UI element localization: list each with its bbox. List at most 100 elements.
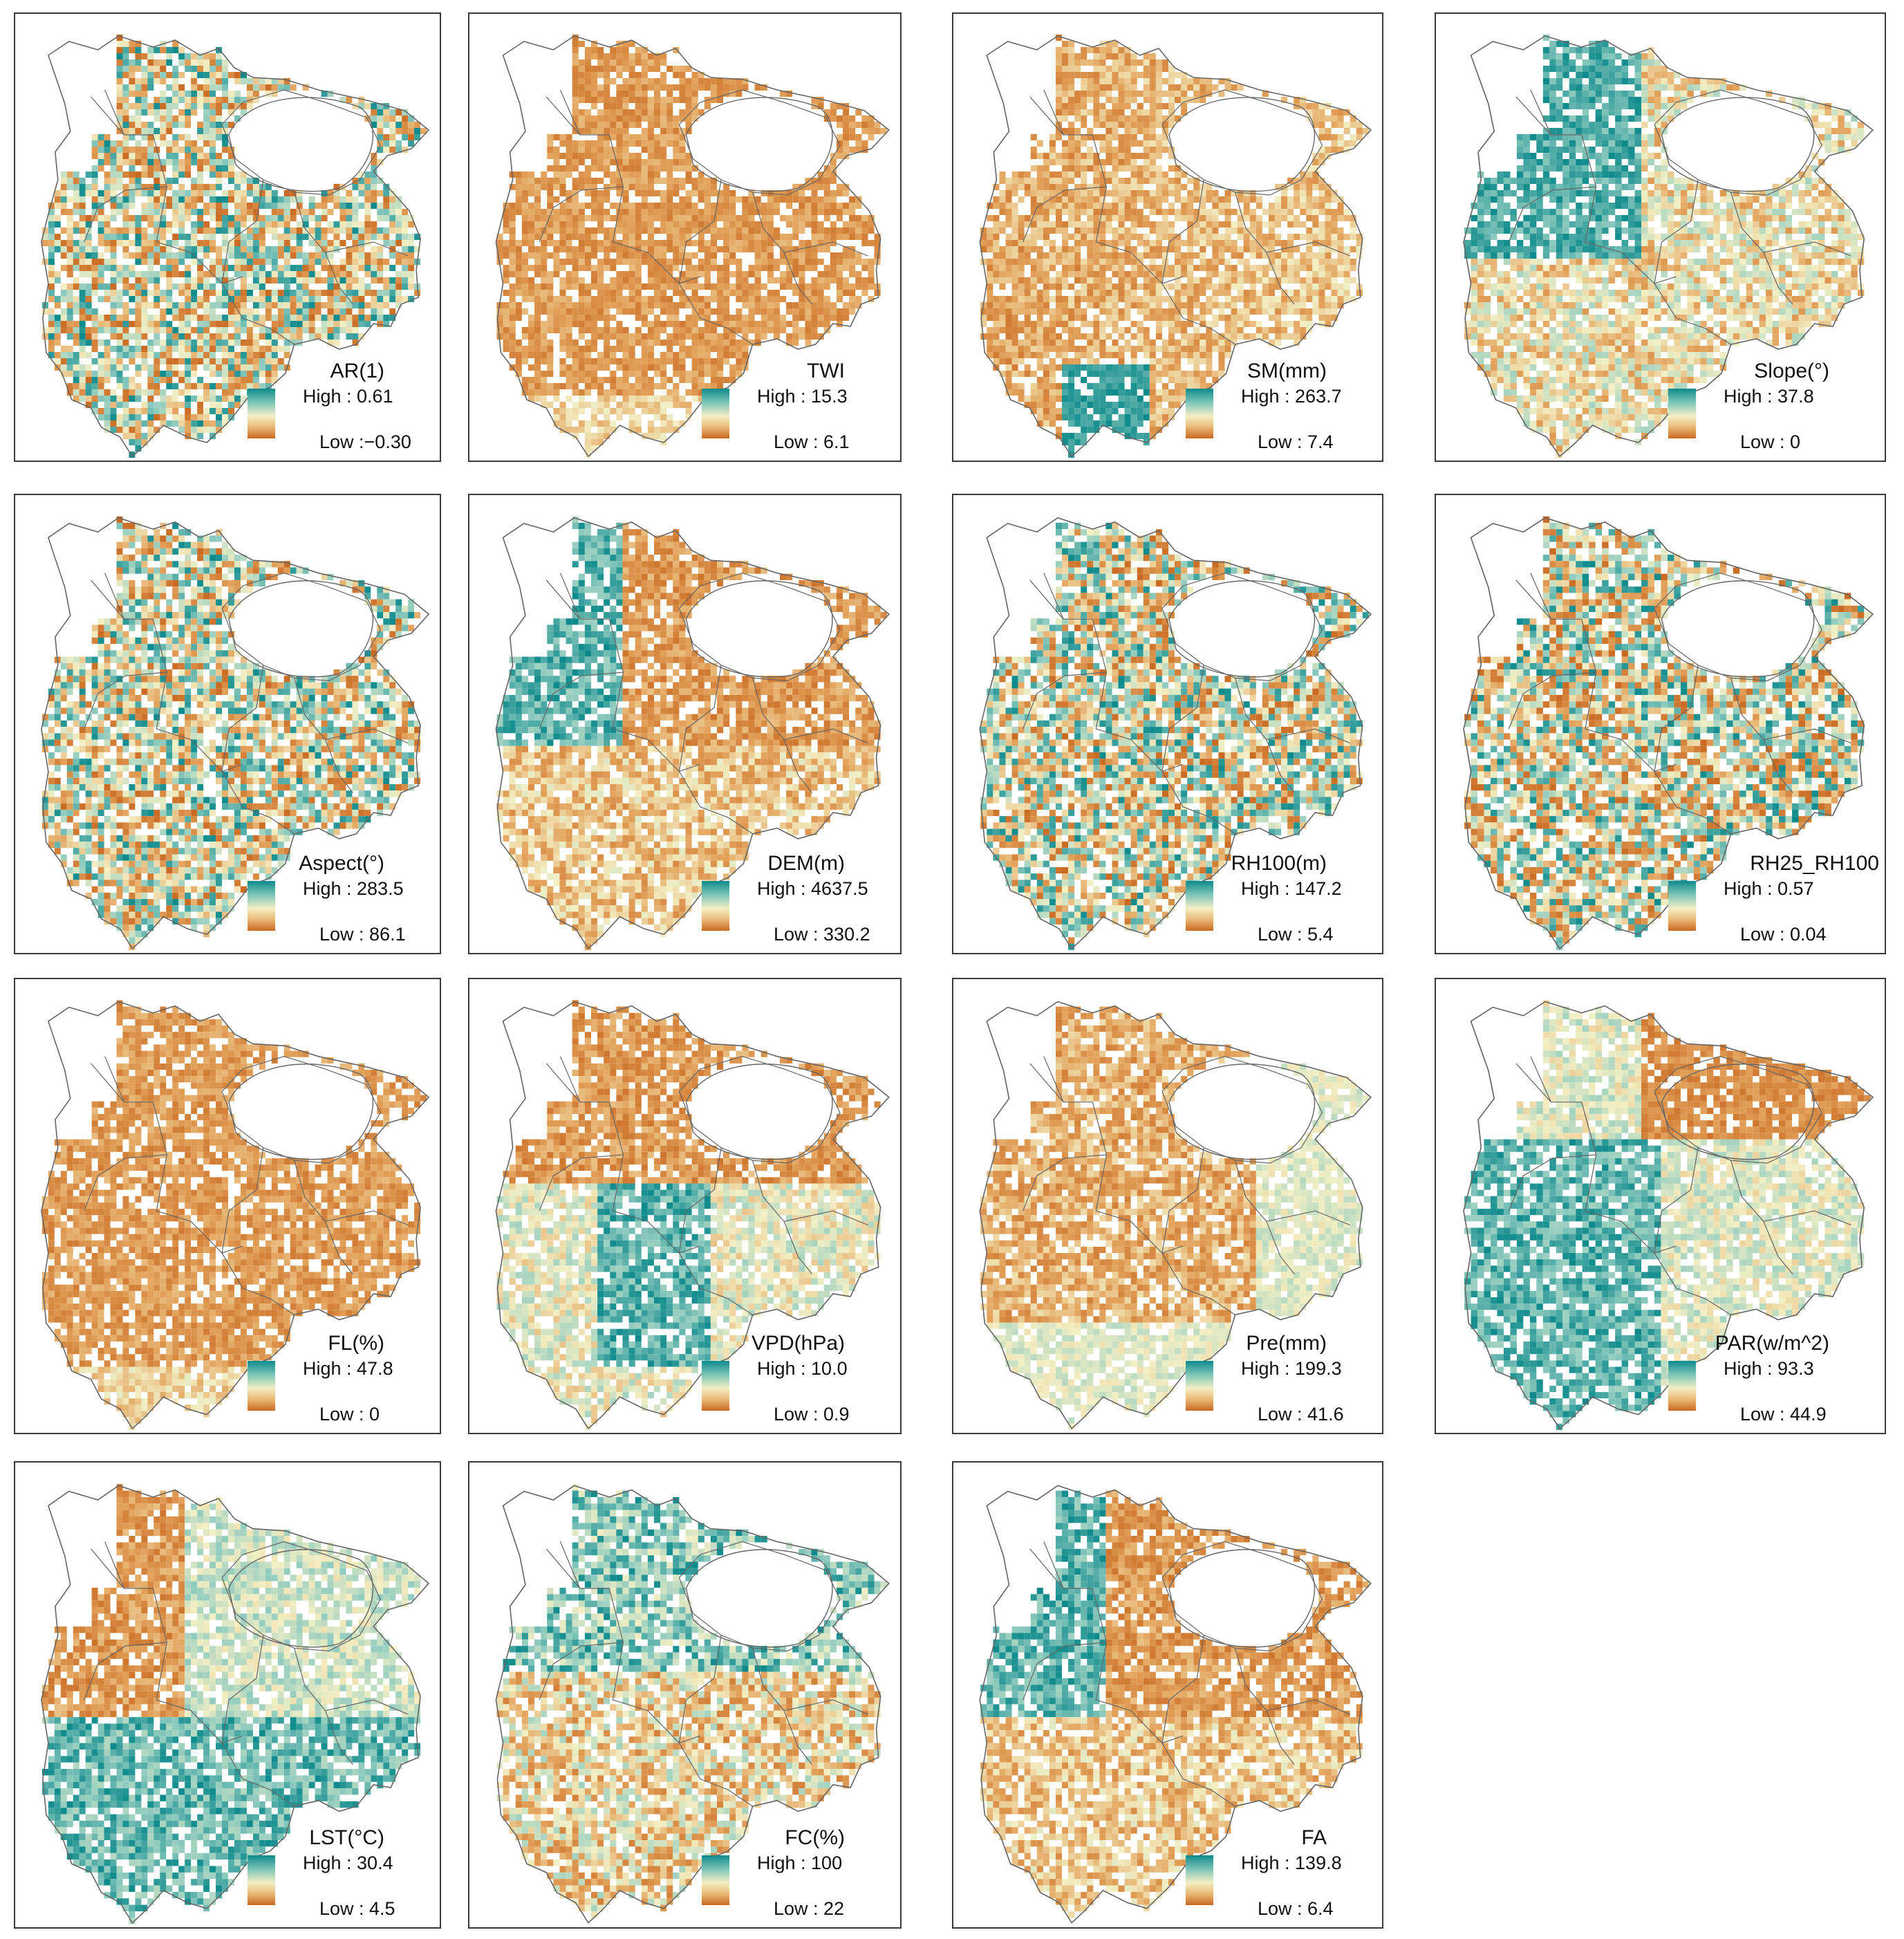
legend-color-ramp: [702, 1855, 729, 1905]
province-boundary: [1161, 1635, 1204, 1743]
province-boundary: [1654, 1056, 1822, 1164]
panel-title: FC(%): [785, 1826, 845, 1850]
region-outline: [495, 1001, 890, 1430]
map-panel: RH100(m) High : 147.2 Low : 5.4: [952, 494, 1383, 954]
province-boundary: [104, 1056, 125, 1102]
legend-color-ramp: [248, 881, 275, 931]
panel-title: AR(1): [330, 360, 384, 383]
province-boundary: [1508, 186, 1596, 243]
province-boundary: [1530, 89, 1551, 136]
region-outline: [1463, 1001, 1874, 1430]
province-boundary: [545, 1063, 700, 1254]
panel-title: RH100(m): [1231, 852, 1327, 875]
province-boundary: [221, 1056, 381, 1164]
province-boundary: [104, 89, 125, 136]
province-boundary: [1029, 579, 1184, 772]
province-boundary: [91, 96, 243, 284]
legend-color-ramp: [1668, 1361, 1696, 1411]
panel-title: Aspect(°): [299, 852, 384, 875]
basin-boundary: [685, 97, 833, 192]
raster-layer: [980, 522, 1369, 950]
map-panel: Pre(mm) High : 199.3 Low : 41.6: [952, 978, 1383, 1434]
region-map: [495, 1484, 890, 1924]
legend-color-ramp: [1668, 881, 1696, 931]
legend-color-ramp: [702, 881, 729, 931]
basin-boundary: [228, 580, 374, 678]
legend-high-label: High : 4637.5: [757, 878, 868, 900]
region-outline: [495, 1485, 890, 1924]
map-panel: LST(°C) High : 30.4 Low : 4.5: [14, 1461, 441, 1929]
province-boundary: [1515, 96, 1677, 284]
province-boundary: [221, 89, 381, 196]
province-boundary: [1029, 1548, 1184, 1744]
province-boundary: [1161, 1541, 1323, 1652]
map-panel: AR(1) High : 0.61 Low :−0.30: [14, 12, 441, 462]
legend-color-ramp: [1186, 1361, 1213, 1411]
region-outline: [1463, 517, 1874, 950]
province-boundary: [1161, 665, 1204, 772]
legend-color-ramp: [1186, 389, 1213, 438]
province-boundary: [1023, 186, 1107, 243]
province-boundary: [1654, 179, 1699, 284]
legend-high-label: High : 199.3: [1241, 1358, 1342, 1380]
province-boundary: [678, 179, 722, 284]
province-boundary: [221, 283, 295, 345]
legend-low-label: Low : 4.5: [319, 1898, 395, 1920]
province-boundary: [678, 283, 753, 345]
basin-boundary: [1168, 1549, 1316, 1648]
region-outline: [41, 1001, 430, 1430]
region-outline: [979, 1485, 1372, 1924]
legend-high-label: High : 147.2: [1241, 878, 1342, 900]
province-boundary: [1161, 1743, 1235, 1807]
province-boundary: [678, 89, 841, 196]
province-boundary: [325, 1699, 409, 1715]
province-boundary: [1266, 1699, 1350, 1715]
province-boundary: [221, 573, 381, 682]
basin-boundary: [1168, 1064, 1316, 1160]
region-map: [41, 516, 430, 950]
basin-boundary: [685, 1064, 833, 1160]
province-boundary: [1266, 728, 1350, 744]
province-boundary: [1161, 179, 1204, 284]
province-boundary: [1763, 1210, 1851, 1225]
panel-title: PAR(w/m^2): [1715, 1332, 1829, 1355]
province-boundary: [545, 96, 700, 284]
panel-title: LST(°C): [309, 1826, 384, 1850]
region-map: [495, 1000, 890, 1430]
basin-boundary: [1661, 580, 1815, 678]
legend-low-label: Low : 41.6: [1258, 1404, 1344, 1425]
province-boundary: [1235, 1648, 1295, 1765]
legend-low-label: Low :−0.30: [319, 432, 411, 453]
province-boundary: [1654, 89, 1822, 196]
legend-high-label: High : 0.61: [303, 386, 393, 407]
legend-color-ramp: [248, 389, 275, 438]
legend-low-label: Low : 86.1: [319, 924, 406, 945]
legend-color-ramp: [248, 1361, 275, 1411]
province-boundary: [325, 241, 409, 257]
province-boundary: [559, 1541, 581, 1589]
province-boundary: [294, 1160, 353, 1274]
province-boundary: [221, 771, 295, 835]
region-outline: [979, 517, 1372, 950]
map-panel: FL(%) High : 47.8 Low : 0: [14, 978, 441, 1434]
province-boundary: [678, 1541, 841, 1652]
province-boundary: [1023, 1642, 1107, 1700]
province-boundary: [1654, 771, 1731, 835]
province-boundary: [1043, 1056, 1064, 1102]
region-outline: [495, 35, 890, 458]
province-boundary: [1235, 192, 1295, 305]
province-boundary: [678, 771, 753, 835]
region-outline: [41, 517, 430, 950]
province-boundary: [84, 1642, 167, 1700]
raster-layer: [980, 35, 1369, 458]
province-boundary: [1161, 771, 1235, 835]
province-boundary: [84, 671, 167, 730]
province-boundary: [221, 665, 264, 772]
province-boundary: [678, 1056, 841, 1164]
raster-layer: [41, 35, 427, 458]
raster-layer: [496, 1484, 887, 1918]
basin-boundary: [1661, 1064, 1815, 1160]
province-boundary: [1043, 89, 1064, 136]
raster-layer: [41, 516, 421, 950]
region-map: [495, 35, 890, 458]
